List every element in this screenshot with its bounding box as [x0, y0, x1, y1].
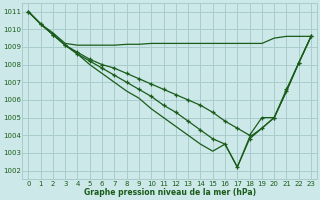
X-axis label: Graphe pression niveau de la mer (hPa): Graphe pression niveau de la mer (hPa) — [84, 188, 256, 197]
